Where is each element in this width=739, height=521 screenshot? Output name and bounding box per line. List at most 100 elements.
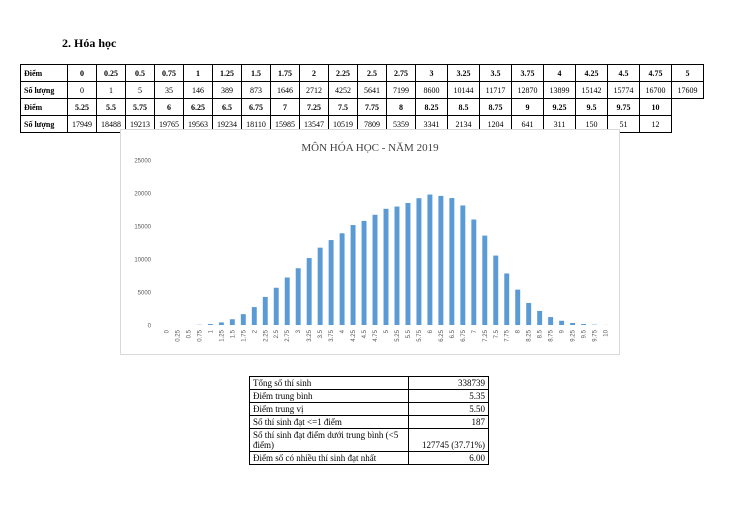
x-tick-label: 0.25	[175, 329, 181, 341]
score-cell: 9.75	[607, 98, 640, 116]
score-cell: 10	[639, 98, 672, 116]
bar	[306, 258, 312, 325]
stats-row: Số thí sinh đạt điểm dưới trung bình (<5…	[249, 428, 489, 452]
row-header: Số lượng	[20, 115, 68, 133]
bar	[229, 319, 235, 325]
count-cell: 1646	[270, 81, 300, 99]
stat-label: Số thí sinh đạt điểm dưới trung bình (<5…	[249, 428, 409, 452]
bar	[515, 289, 521, 325]
bar	[383, 208, 389, 325]
count-cell: 35	[154, 81, 184, 99]
stat-value: 127745 (37.71%)	[408, 428, 489, 452]
stat-value: 338739	[408, 376, 489, 390]
chart-area: MÔN HÓA HỌC - NĂM 2019 0 5000 10000 15000 200…	[120, 129, 620, 355]
score-cell: 4	[543, 64, 576, 82]
score-cell: 7.5	[328, 98, 358, 116]
count-cell: 10144	[447, 81, 480, 99]
x-tick-label: 2.25	[263, 329, 269, 341]
bar	[339, 233, 345, 325]
bar	[493, 255, 499, 325]
bar	[207, 324, 213, 325]
count-cell: 12	[639, 115, 672, 133]
x-tick-label: 5	[384, 329, 390, 333]
count-cell: 8600	[415, 81, 448, 99]
stat-label: Điểm trung vị	[249, 402, 409, 416]
bar	[504, 273, 510, 325]
bar	[548, 317, 554, 325]
count-cell: 2712	[299, 81, 329, 99]
bar	[262, 296, 268, 325]
row-header: Điểm	[20, 98, 68, 116]
score-cell: 5.25	[67, 98, 97, 116]
chart-title: MÔN HÓA HỌC - NĂM 2019	[301, 142, 439, 154]
y-tick-label: 25000	[134, 159, 151, 165]
count-cell: 5	[125, 81, 155, 99]
score-row: Điểm 0 0.25 0.5 0.75 1 1.25 1.5 1.75 2 2.25 2.5 2.75…	[20, 64, 704, 82]
x-tick-label: 6.25	[439, 329, 445, 341]
x-tick-label: 2	[252, 329, 258, 333]
score-distribution-table: Điểm 0 0.25 0.5 0.75 1 1.25 1.5 1.75 2 2.25 2.5 2.75…	[20, 64, 704, 133]
score-cell: 6	[154, 98, 184, 116]
bar	[526, 302, 532, 325]
stat-label: Số thí sinh đạt <=1 điểm	[249, 415, 409, 429]
y-tick-label: 0	[148, 324, 152, 330]
score-cell: 1.75	[270, 64, 300, 82]
score-cell: 8.25	[415, 98, 448, 116]
x-tick-label: 2.5	[274, 329, 280, 338]
stat-value: 6.00	[408, 451, 489, 465]
x-tick-label: 1.25	[219, 329, 225, 341]
x-tick-label: 9.25	[571, 329, 577, 341]
x-tick-label: 1	[208, 329, 214, 333]
histogram-chart: MÔN HÓA HỌC - NĂM 2019050001000015000200…	[134, 142, 609, 342]
score-cell: 0	[67, 64, 97, 82]
bar	[449, 198, 455, 325]
score-cell: 1	[183, 64, 213, 82]
x-tick-label: 5.5	[406, 329, 412, 338]
count-row: Số lượng 0 1 5 35 146 389 873 1646 2712 4252 5641 71…	[20, 81, 704, 99]
count-row: Số lượng 17949 18488 19213 19765 19563 19234 18…	[20, 115, 704, 133]
x-tick-label: 0.75	[197, 329, 203, 341]
score-cell: 3.25	[447, 64, 480, 82]
bar	[251, 307, 257, 325]
x-tick-label: 1.5	[230, 329, 236, 338]
x-tick-label: 4.5	[362, 329, 368, 338]
bar	[273, 287, 279, 325]
bar	[460, 205, 466, 325]
score-cell: 4.5	[607, 64, 640, 82]
row-header: Điểm	[20, 64, 68, 82]
bar	[394, 206, 400, 325]
bar	[471, 219, 477, 325]
stat-value: 187	[408, 415, 489, 429]
x-tick-label: 3.75	[329, 329, 335, 341]
count-cell: 17609	[671, 81, 704, 99]
score-cell: 9.25	[543, 98, 576, 116]
bar	[482, 235, 488, 325]
score-cell: 3.75	[511, 64, 544, 82]
stats-row: Số thí sinh đạt <=1 điểm 187	[249, 415, 489, 429]
score-cell: 0.5	[125, 64, 155, 82]
score-cell: 2	[299, 64, 329, 82]
count-cell: 13899	[543, 81, 576, 99]
x-tick-label: 3	[296, 329, 302, 333]
section-heading: 2. Hóa học	[62, 36, 117, 50]
bar	[559, 320, 565, 325]
stats-row: Điểm trung vị 5.50	[249, 402, 489, 416]
bar	[427, 194, 433, 325]
count-cell: 15142	[575, 81, 608, 99]
count-cell: 12870	[511, 81, 544, 99]
stat-label: Điểm trung bình	[249, 389, 409, 403]
x-tick-label: 4	[340, 329, 346, 333]
x-tick-label: 6.5	[450, 329, 456, 338]
bar	[570, 322, 576, 325]
count-cell: 146	[183, 81, 213, 99]
x-tick-label: 4.25	[351, 329, 357, 341]
x-tick-label: 3.25	[307, 329, 313, 341]
score-cell: 9.5	[575, 98, 608, 116]
bar	[328, 240, 334, 325]
score-cell: 8	[386, 98, 416, 116]
stats-row: Điểm số có nhiều thí sinh đạt nhất 6.00	[249, 451, 489, 465]
score-cell: 2.75	[386, 64, 416, 82]
x-tick-label: 3.5	[318, 329, 324, 338]
x-tick-label: 8.5	[538, 329, 544, 338]
score-cell: 2.25	[328, 64, 358, 82]
